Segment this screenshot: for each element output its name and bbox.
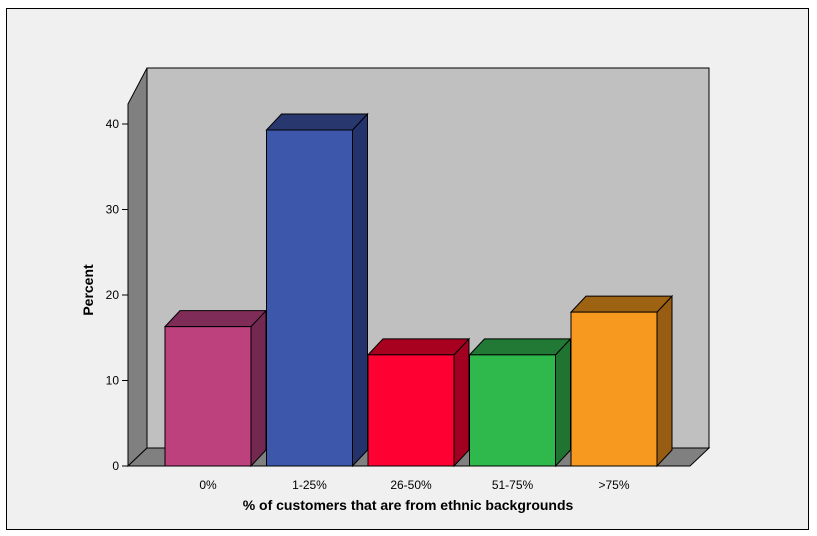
x-axis-title: % of customers that are from ethnic back… [243, 497, 574, 513]
bar-top [569, 295, 674, 313]
bar-side [555, 337, 571, 468]
x-axis: 0% 1-25% 26-50% 51-75% >75% [128, 465, 690, 492]
bars [163, 112, 674, 468]
bar-front [164, 326, 252, 467]
x-tick-label: 51-75% [492, 478, 534, 492]
y-axis-title: Percent [80, 264, 96, 316]
x-tick-label: 26-50% [390, 478, 432, 492]
x-tick-label: 1-25% [292, 478, 327, 492]
bar-top [366, 338, 471, 356]
bar [265, 112, 369, 468]
bar-top [468, 338, 572, 356]
bar-side [352, 112, 368, 468]
x-tick-label: 0% [199, 478, 217, 492]
side-wall [127, 67, 148, 468]
bar-front [367, 354, 455, 467]
bar-side [656, 294, 673, 468]
bar-front [570, 311, 658, 467]
bar [163, 309, 268, 468]
y-axis: 0 10 20 30 40 [106, 117, 129, 473]
bar-front [469, 354, 556, 467]
y-tick-label: 0 [112, 459, 119, 473]
bar-side [453, 337, 470, 468]
bar-front [266, 129, 353, 467]
bar-top [265, 113, 369, 131]
bar [468, 337, 572, 468]
bar-side [250, 309, 267, 468]
y-tick-label: 10 [106, 374, 120, 388]
x-tick-label: >75% [598, 478, 629, 492]
y-tick-label: 30 [106, 203, 120, 217]
bar-top [163, 310, 268, 328]
y-tick-label: 20 [106, 288, 120, 302]
bar [366, 337, 471, 468]
bar [569, 294, 674, 468]
y-tick-label: 40 [106, 117, 120, 131]
